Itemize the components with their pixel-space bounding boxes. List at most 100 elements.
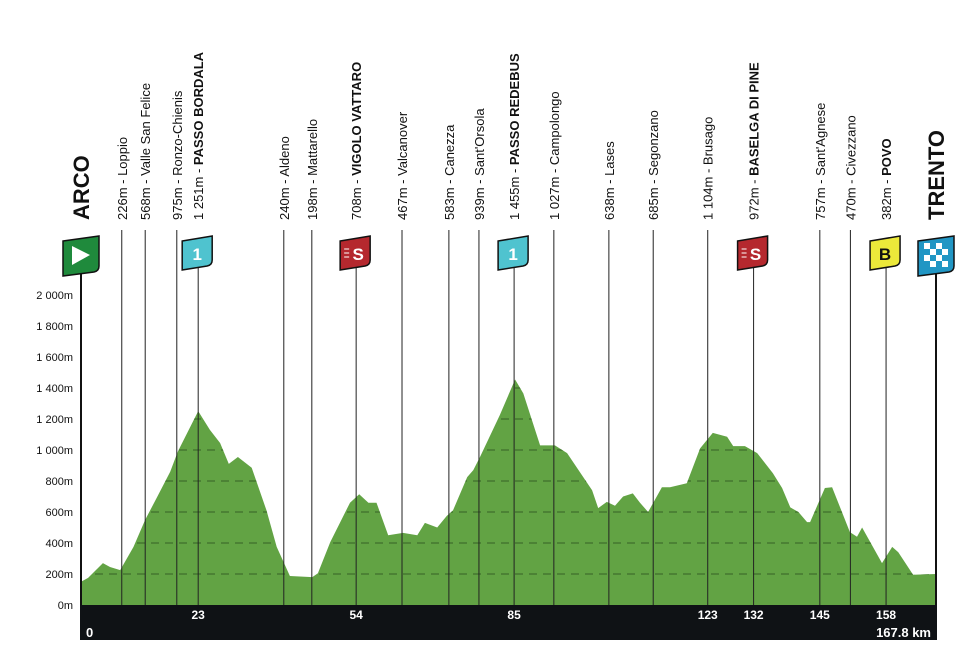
waypoint-name: Campolongo (547, 91, 562, 165)
waypoint-altitude: 198m - (305, 176, 320, 220)
waypoint-labels: 226m - Loppio 568m - Valle San Felice 975m… (69, 51, 949, 220)
waypoint-altitude: 1 104m - (701, 165, 716, 220)
waypoint-altitude: 638m - (602, 176, 617, 220)
waypoint-name: Ronzo-Chienis (170, 90, 185, 176)
flag-shape (497, 235, 529, 271)
checkered-square (924, 255, 930, 261)
x-tick-label: 158 (876, 608, 896, 622)
end-km-label: 167.8 km (876, 625, 931, 640)
finish-flag (917, 235, 955, 277)
checkered-square (930, 249, 936, 255)
checkered-square (930, 261, 936, 267)
waypoint-name: Valle San Felice (138, 83, 153, 176)
x-axis: 23 54 85 123 132 145 158 (192, 608, 897, 622)
waypoint-name: Aldeno (277, 136, 292, 176)
y-tick-label: 400m (45, 538, 73, 550)
bonus-flag: B (869, 235, 901, 271)
waypoint-label: 972m - BASELGA DI PINE (747, 62, 762, 220)
y-tick-label: 1 800m (36, 321, 73, 333)
waypoint-label: 708m - VIGOLO VATTARO (349, 62, 364, 220)
waypoint-altitude: 757m - (813, 176, 828, 220)
waypoint-label: 1 455m - PASSO REDEBUS (507, 53, 522, 220)
waypoint-name: Sant'Orsola (472, 108, 487, 176)
y-tick-label: 1 400m (36, 383, 73, 395)
sprint-flag: S (339, 235, 371, 271)
flags: 1 S 1 S B (62, 235, 955, 277)
waypoint-name: POVO (879, 138, 894, 176)
waypoint-name: Brusago (701, 117, 716, 165)
flag-text: S (750, 245, 761, 264)
elevation-profile-area (81, 379, 936, 605)
waypoint-label: 240m - Aldeno (277, 136, 292, 220)
checkered-square (924, 243, 930, 249)
waypoint-label: 638m - Lases (602, 141, 617, 220)
checkered-square (936, 243, 942, 249)
waypoint-altitude: 685m - (646, 176, 661, 220)
waypoint-name: Civezzano (843, 115, 858, 176)
waypoint-label: 1 027m - Campolongo (547, 91, 562, 220)
kom-flag: 1 (181, 235, 213, 271)
y-tick-label: 600m (45, 507, 73, 519)
play-icon (72, 246, 90, 265)
waypoint-altitude: 470m - (843, 176, 858, 220)
waypoint-name: Loppio (115, 137, 130, 176)
start-flag (62, 235, 100, 277)
waypoint-label: 382m - POVO (879, 138, 894, 220)
waypoint-label: 1 104m - Brusago (701, 117, 716, 220)
waypoint-name: Valcanover (395, 111, 410, 176)
waypoint-name: PASSO BORDALA (191, 51, 206, 165)
x-tick-label: 23 (192, 608, 206, 622)
waypoint-label: 467m - Valcanover (395, 111, 410, 220)
flag-text: 1 (508, 245, 517, 264)
waypoint-altitude: 568m - (138, 176, 153, 220)
y-axis: 0m 200m 400m 600m 800m 1 000m 1 200m 1 400m 1 60… (36, 290, 73, 612)
checkered-square (942, 249, 948, 255)
x-tick-label: 132 (744, 608, 764, 622)
flag-shape (736, 235, 769, 271)
waypoint-label: 685m - Segonzano (646, 110, 661, 220)
waypoint-label: 568m - Valle San Felice (138, 83, 153, 220)
waypoint-name: VIGOLO VATTARO (349, 62, 364, 176)
checkered-square (942, 261, 948, 267)
waypoint-altitude: 1 027m - (547, 165, 562, 220)
x-tick-label: 145 (810, 608, 830, 622)
waypoint-altitude: 226m - (115, 176, 130, 220)
y-tick-label: 0m (58, 600, 73, 612)
waypoint-name: PASSO REDEBUS (507, 53, 522, 165)
waypoint-name: Mattarello (305, 119, 320, 176)
waypoint-altitude: 240m - (277, 177, 292, 220)
flag-shape (869, 235, 901, 271)
x-tick-label: 123 (698, 608, 718, 622)
waypoint-label: 975m - Ronzo-Chienis (170, 90, 185, 220)
waypoint-label: 939m - Sant'Orsola (472, 108, 487, 220)
waypoint-label: 226m - Loppio (115, 137, 130, 220)
waypoint-altitude: 939m - (472, 176, 487, 220)
y-tick-label: 1 200m (36, 414, 73, 426)
flag-text: S (352, 245, 363, 264)
y-tick-label: 2 000m (36, 290, 73, 302)
waypoint-label: 198m - Mattarello (305, 119, 320, 220)
sprint-flag: S (736, 235, 769, 271)
y-tick-label: 1 000m (36, 445, 73, 457)
waypoint-altitude: 467m - (395, 176, 410, 220)
flag-text: 1 (192, 245, 201, 264)
waypoint-name: Lases (602, 141, 617, 176)
kom-flag: 1 (497, 235, 529, 271)
waypoint-altitude: 708m - (349, 176, 364, 220)
start-km-label: 0 (86, 625, 93, 640)
waypoint-altitude: 975m - (170, 176, 185, 220)
waypoint-name: Sant'Agnese (813, 103, 828, 176)
flag-shape (339, 235, 371, 271)
waypoint-label: 470m - Civezzano (843, 115, 858, 220)
waypoint-altitude: 382m - (879, 176, 894, 220)
waypoint-label: 1 251m - PASSO BORDALA (191, 51, 206, 220)
waypoint-name: Segonzano (646, 110, 661, 176)
waypoint-name: BASELGA DI PINE (747, 62, 762, 176)
flag-text: B (879, 245, 891, 264)
start-town-label: ARCO (69, 155, 94, 220)
x-tick-label: 54 (349, 608, 363, 622)
waypoint-label: 583m - Canezza (442, 124, 457, 220)
x-tick-label: 85 (507, 608, 521, 622)
waypoint-label: 757m - Sant'Agnese (813, 103, 828, 220)
